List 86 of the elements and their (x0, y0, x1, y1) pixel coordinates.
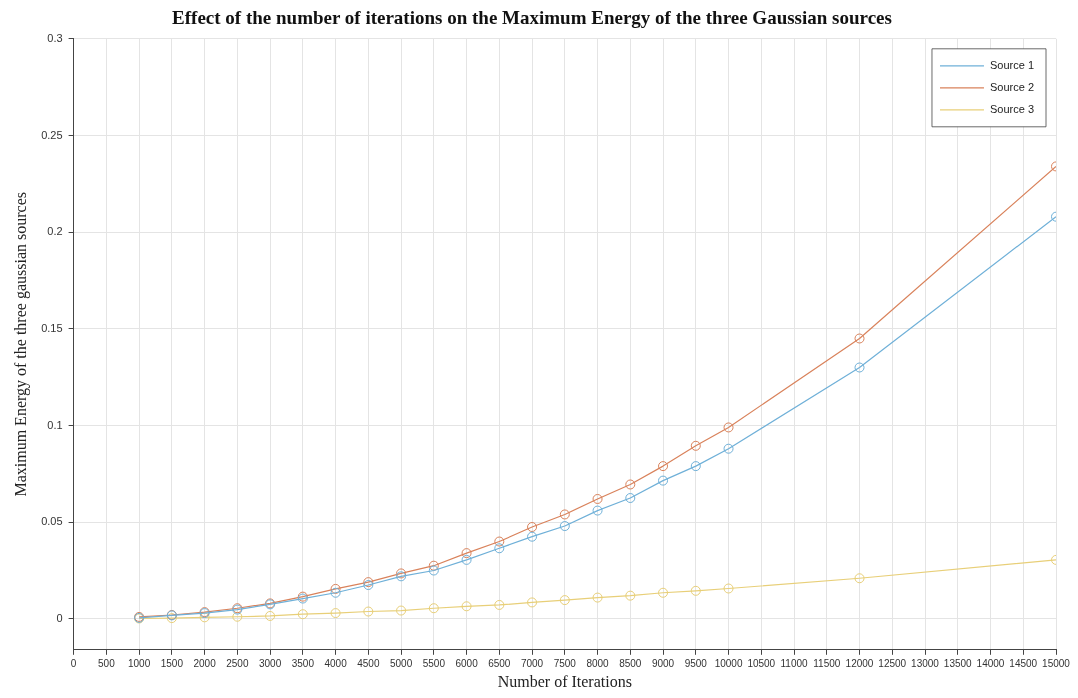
point (494, 599, 505, 610)
x-tick-label: 500 (98, 657, 116, 669)
point (330, 608, 341, 619)
point (559, 595, 570, 606)
point (625, 493, 636, 504)
y-tick-label: 0 (56, 611, 63, 624)
x-tick-label: 12000 (845, 657, 874, 669)
point (527, 597, 538, 608)
point (658, 461, 669, 472)
point (854, 333, 865, 344)
x-tick-label: 14500 (1009, 657, 1038, 669)
point (527, 531, 538, 542)
legend-label: Source 2 (989, 80, 1034, 93)
y-tick-label: 0.2 (47, 225, 63, 238)
x-tick-label: 9000 (651, 657, 675, 669)
x-tick-label: 8500 (619, 657, 642, 669)
x-tick-label: 7500 (553, 657, 577, 669)
point (527, 522, 538, 533)
point (494, 543, 505, 554)
y-tick-label: 0.1 (47, 418, 63, 431)
x-tick-label: 6500 (488, 657, 511, 669)
point (592, 592, 603, 603)
x-tick-label: 6000 (455, 657, 479, 669)
y-tick-label: 0.15 (41, 321, 63, 334)
x-tick-label: 9500 (684, 657, 708, 669)
point (396, 605, 407, 616)
point (690, 585, 701, 596)
point (625, 479, 636, 490)
x-tick-label: 2000 (193, 657, 217, 669)
point (592, 505, 603, 516)
point (494, 536, 505, 547)
point (592, 493, 603, 504)
x-tick-label: 7000 (520, 657, 544, 669)
y-tick-label: 0.3 (47, 31, 63, 44)
x-tick-label: 13000 (911, 657, 940, 669)
point (428, 603, 439, 614)
x-tick-label: 0 (70, 657, 77, 669)
x-tick-label: 4000 (324, 657, 348, 669)
chart-title: Effect of the number of iterations on the Maximum Energy of the three Gaussian sources (172, 7, 892, 29)
point (690, 440, 701, 451)
x-tick-label: 12500 (878, 657, 907, 669)
x-tick-label: 10500 (747, 657, 776, 669)
point (690, 461, 701, 472)
point (428, 565, 439, 576)
point (330, 583, 341, 594)
x-tick-label: 13500 (943, 657, 973, 669)
legend-label: Source 1 (989, 58, 1034, 71)
x-tick-label: 3000 (258, 657, 282, 669)
x-tick-label: 2500 (226, 657, 249, 669)
point (363, 606, 374, 617)
point (232, 611, 243, 622)
x-tick-label: 4500 (357, 657, 380, 669)
point (461, 554, 472, 565)
x-tick-label: 1000 (127, 657, 151, 669)
point (265, 610, 276, 621)
x-tick-label: 1500 (160, 657, 184, 669)
x-tick-label: 3500 (291, 657, 315, 669)
x-tick-label: 5500 (422, 657, 446, 669)
y-tick-label: 0.05 (41, 515, 63, 528)
point (297, 609, 308, 620)
y-axis-title: Maximum Energy of the three gaussian sources (11, 192, 30, 497)
y-tick-label: 0.25 (41, 128, 63, 141)
legend-label: Source 3 (989, 102, 1034, 115)
x-tick-label: 11500 (813, 657, 841, 669)
point (658, 587, 669, 598)
x-axis-title: Number of Iterations (497, 672, 632, 690)
point (723, 583, 734, 594)
point (461, 548, 472, 559)
point (854, 573, 865, 584)
point (461, 601, 472, 612)
x-tick-label: 10000 (714, 657, 743, 669)
x-tick-label: 5000 (389, 657, 413, 669)
point (330, 587, 341, 598)
x-tick-label: 8000 (586, 657, 610, 669)
point (559, 509, 570, 520)
point (625, 590, 636, 601)
point (723, 422, 734, 433)
point (199, 612, 210, 623)
point (854, 362, 865, 373)
point (559, 521, 570, 532)
x-tick-label: 14000 (976, 657, 1005, 669)
point (658, 475, 669, 486)
point (428, 560, 439, 571)
x-tick-label: 11000 (780, 657, 808, 669)
x-tick-label: 15000 (1042, 657, 1071, 669)
point (723, 443, 734, 454)
